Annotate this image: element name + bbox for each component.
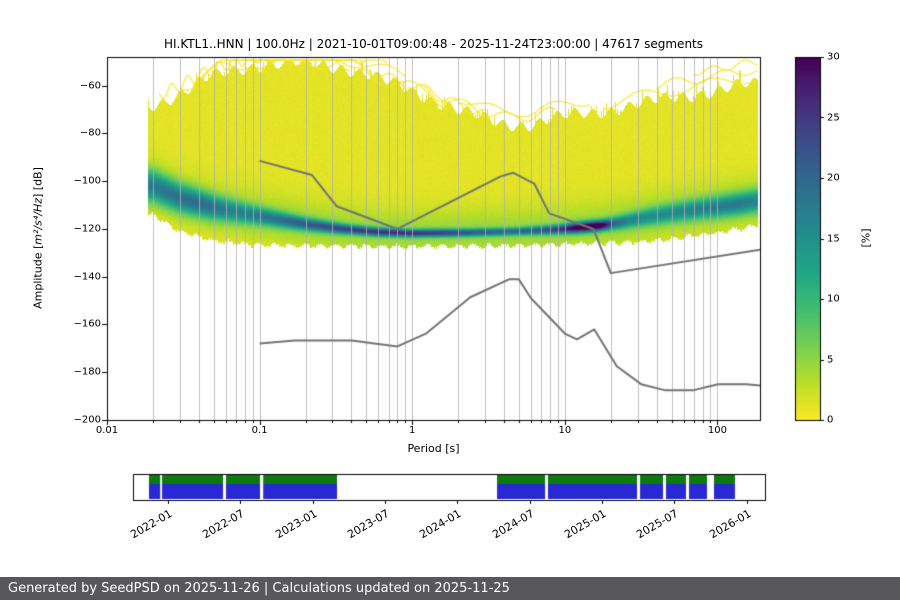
colorbar-tick-label: 10: [827, 293, 840, 305]
y-tick-label: −180: [73, 366, 101, 378]
colorbar-tick-label: 5: [827, 354, 834, 365]
colorbar-tick-label: 25: [827, 112, 840, 123]
x-tick-label: 100: [707, 425, 727, 436]
x-tick-label: 0.01: [95, 425, 119, 436]
y-tick-label: −60: [79, 80, 101, 92]
y-axis-label-suffix: ] [dB]: [31, 167, 45, 198]
colorbar-tick-label: 30: [827, 51, 840, 63]
colorbar-tick-label: 20: [827, 172, 840, 184]
y-tick-label: −100: [73, 175, 101, 187]
footer-text: Generated by SeedPSD on 2025-11-26 | Cal…: [8, 581, 510, 596]
y-axis-label-units: m²/s⁴/Hz: [31, 198, 45, 245]
y-axis-label-prefix: Amplitude [: [31, 244, 45, 309]
x-axis-label: Period [s]: [407, 442, 460, 455]
x-tick-label: 10: [558, 425, 572, 436]
y-tick-label: −160: [73, 318, 101, 330]
footer-bar: Generated by SeedPSD on 2025-11-26 | Cal…: [0, 577, 900, 600]
y-tick-label: −120: [73, 223, 101, 235]
colorbar-label: [%]: [859, 228, 873, 248]
colorbar-tick-label: 0: [827, 414, 834, 426]
colorbar-tick-label: 15: [827, 233, 840, 244]
y-tick-label: −140: [73, 271, 101, 283]
y-axis-label: Amplitude [m²/s⁴/Hz] [dB]: [32, 167, 45, 309]
plot-title: HI.KTL1..HNN | 100.0Hz | 2021-10-01T09:0…: [163, 37, 704, 51]
y-tick-label: −200: [73, 414, 101, 426]
x-tick-label: 1: [409, 425, 416, 436]
x-tick-label: 0.1: [251, 425, 268, 436]
y-tick-label: −80: [79, 127, 101, 139]
